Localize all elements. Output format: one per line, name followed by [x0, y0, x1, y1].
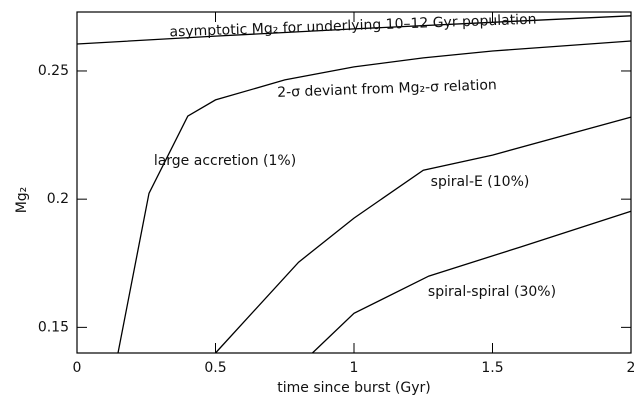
curve [311, 210, 632, 354]
curve-label: spiral-spiral (30%) [428, 284, 556, 300]
x-tick-label: 1 [350, 360, 359, 376]
curve-label: asymptotic Mg₂ for underlying 10–12 Gyr … [169, 12, 537, 41]
curve-label: 2-σ deviant from Mg₂-σ relation [277, 77, 497, 101]
curve-label: spiral-E (10%) [431, 174, 530, 190]
curve [117, 40, 632, 354]
curve [76, 15, 632, 45]
x-tick-label: 1.5 [481, 360, 503, 376]
x-tick-label: 0.5 [204, 360, 226, 376]
x-tick-label: 0 [73, 360, 82, 376]
curve-label: large accretion (1%) [154, 153, 296, 169]
y-tick-label: 0.15 [38, 319, 69, 335]
plot-frame [76, 11, 632, 354]
x-axis-label: time since burst (Gyr) [277, 380, 430, 396]
curve [215, 116, 632, 354]
y-axis-label: Mg₂ [14, 187, 30, 214]
y-tick-label: 0.25 [38, 63, 69, 79]
x-tick-label: 2 [627, 360, 636, 376]
y-tick-label: 0.2 [47, 191, 69, 207]
